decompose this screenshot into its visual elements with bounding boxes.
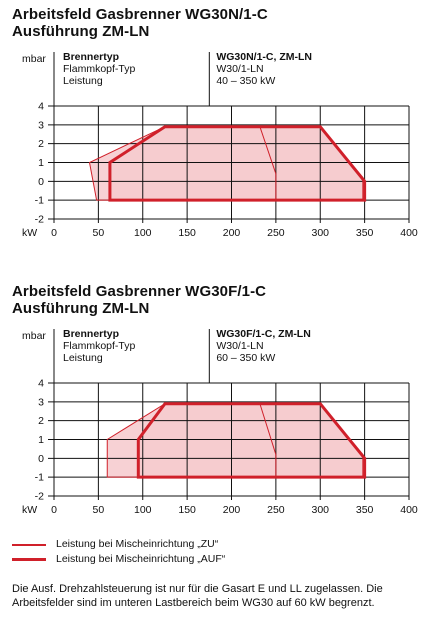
y-tick-label: 0 [38, 453, 44, 465]
y-tick-label: 3 [38, 396, 44, 408]
x-tick-label: 400 [400, 504, 418, 516]
y-axis-label: mbar [22, 330, 46, 342]
chart2-title: Arbeitsfeld Gasbrenner WG30F/1-C Ausführ… [12, 283, 266, 317]
legend-label-zu: Leistung bei Mischeinrichtung „ZU“ [56, 538, 219, 550]
x-tick-label: 150 [178, 504, 196, 516]
x-tick-label: 400 [400, 227, 418, 239]
y-tick-label: 1 [38, 157, 44, 169]
y-tick-label: 4 [38, 378, 44, 390]
info-label: Leistung [63, 75, 103, 87]
info-value: 40 – 350 kW [216, 75, 275, 87]
x-tick-label: 200 [223, 504, 241, 516]
info-label: Leistung [63, 352, 103, 364]
y-axis-label: mbar [22, 53, 46, 65]
x-tick-label: 350 [356, 227, 374, 239]
info-value: W30/1-LN [216, 340, 263, 352]
y-tick-label: -2 [35, 214, 44, 226]
y-tick-label: -1 [35, 195, 44, 207]
area-divider-line [259, 126, 277, 201]
info-value: W30/1-LN [216, 63, 263, 75]
y-tick-label: 1 [38, 434, 44, 446]
y-tick-label: -2 [35, 491, 44, 503]
legend-item-auf: Leistung bei Mischeinrichtung „AUF“ [12, 553, 312, 567]
x-tick-label: 200 [223, 227, 241, 239]
info-label: Brennertyp [63, 51, 119, 63]
info-value: WG30F/1-C, ZM-LN [216, 328, 311, 340]
x-axis-label: kW [22, 227, 37, 239]
chart1-title: Arbeitsfeld Gasbrenner WG30N/1-C Ausführ… [12, 6, 268, 40]
legend-label-auf: Leistung bei Mischeinrichtung „AUF“ [56, 553, 226, 565]
chart2-container: Brennertyp Flammkopf-Typ Leistung WG30F/1-C… [0, 321, 435, 536]
x-tick-label: 300 [311, 504, 329, 516]
chart1-title-line2: Ausführung ZM-LN [12, 23, 150, 40]
chart1-title-line1: Arbeitsfeld Gasbrenner WG30N/1-C [12, 6, 268, 23]
series-outline-auf [108, 125, 367, 202]
chart1-container: Brennertyp Flammkopf-Typ Leistung WG30N/1-C… [0, 44, 435, 259]
legend-line-thin [12, 544, 46, 546]
x-tick-label: 250 [267, 504, 285, 516]
y-tick-label: 2 [38, 415, 44, 427]
x-tick-label: 100 [134, 504, 152, 516]
x-tick-label: 350 [356, 504, 374, 516]
info-value: WG30N/1-C, ZM-LN [216, 51, 312, 63]
area-divider-line [259, 403, 277, 478]
info-value: 60 – 350 kW [216, 352, 275, 364]
x-tick-label: 50 [93, 227, 105, 239]
x-tick-label: 250 [267, 227, 285, 239]
y-tick-label: -1 [35, 472, 44, 484]
series-outline-auf [136, 402, 367, 479]
info-label: Brennertyp [63, 328, 119, 340]
y-tick-label: 4 [38, 101, 44, 113]
x-tick-label: 150 [178, 227, 196, 239]
x-axis-label: kW [22, 504, 37, 516]
chart2-title-line2: Ausführung ZM-LN [12, 300, 150, 317]
info-label: Flammkopf-Typ [63, 340, 136, 352]
x-tick-label: 0 [51, 504, 57, 516]
info-label: Flammkopf-Typ [63, 63, 136, 75]
y-tick-label: 3 [38, 119, 44, 131]
legend-item-zu: Leistung bei Mischeinrichtung „ZU“ [12, 538, 312, 552]
x-tick-label: 0 [51, 227, 57, 239]
chart2-title-line1: Arbeitsfeld Gasbrenner WG30F/1-C [12, 283, 267, 300]
y-tick-label: 0 [38, 176, 44, 188]
legend-line-thick [12, 558, 46, 561]
footnote: Die Ausf. Drehzahlsteuerung ist nur für … [12, 583, 383, 609]
y-tick-label: 2 [38, 138, 44, 150]
x-tick-label: 100 [134, 227, 152, 239]
x-tick-label: 300 [311, 227, 329, 239]
x-tick-label: 50 [93, 504, 105, 516]
